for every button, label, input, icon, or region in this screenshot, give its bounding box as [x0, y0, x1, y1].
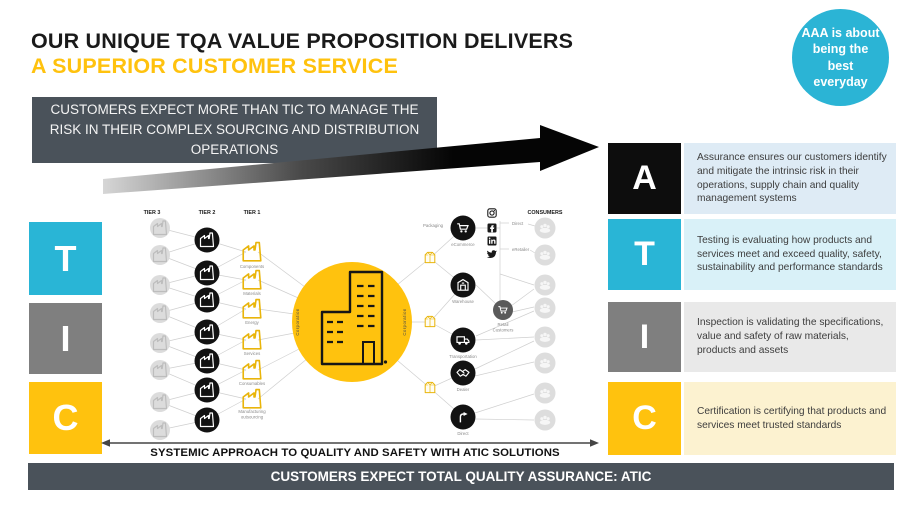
linkedin-icon: [487, 236, 497, 246]
letter-box-a: A: [608, 143, 681, 214]
tier3-header: TIER 3: [144, 210, 161, 216]
letter-box-c: C: [608, 382, 681, 455]
packaging-label: Packaging: [423, 223, 444, 228]
tier1-label: Consumables: [239, 381, 265, 386]
eretailer-label: eRetailer: [512, 247, 530, 252]
channel-warehouse: Warehouse: [450, 272, 476, 304]
consumer-nodes: [534, 217, 556, 431]
letter-box-i: I: [608, 302, 681, 372]
left-letter-c: C: [29, 382, 102, 454]
twitter-icon: [486, 250, 497, 258]
left-letter-t: T: [29, 222, 102, 295]
left-letter-i: I: [29, 303, 102, 374]
corporation-label-right: Corporation: [402, 308, 407, 335]
double-arrow-icon: [101, 439, 599, 447]
panel-text: Testing is evaluating how products and s…: [697, 234, 883, 274]
letter-label: T: [54, 237, 77, 279]
corporation-label-left: Corporation: [295, 308, 300, 335]
page-subtitle: A SUPERIOR CUSTOMER SERVICE: [31, 54, 398, 78]
tier2-header: TIER 2: [199, 210, 216, 216]
aaa-badge: AAA is about being the best everyday: [792, 9, 889, 106]
channel-label: Transportation: [449, 354, 477, 359]
panel-text: Inspection is validating the specificati…: [697, 317, 884, 356]
package-icon: [424, 381, 436, 394]
package-icon: [424, 251, 436, 264]
letter-label: I: [60, 317, 71, 359]
top-banner: CUSTOMERS EXPECT MORE THAN TIC TO MANAGE…: [32, 97, 437, 163]
bottom-banner: CUSTOMERS EXPECT TOTAL QUALITY ASSURANCE…: [28, 463, 894, 490]
tier1-nodes: Components Materials Energy Services Con…: [238, 241, 266, 420]
aaa-badge-text: AAA is about being the best everyday: [801, 25, 880, 90]
letter-box-t: T: [608, 219, 681, 290]
channel-transportation: Transportation: [449, 327, 477, 359]
certification-description: Certification is certifying that product…: [684, 382, 896, 455]
testing-description: Testing is evaluating how products and s…: [684, 219, 896, 290]
supply-chain-diagram: TIER 3 TIER 2 TIER 1 CONSUMERS: [144, 208, 563, 440]
tier1-label: Manufacturing outsourcing: [238, 409, 266, 420]
tier1-label: Components: [240, 264, 264, 269]
tier1-header: TIER 1: [244, 210, 261, 216]
panel-text: Certification is certifying that product…: [697, 405, 887, 431]
channel-label: eCommerce: [451, 242, 475, 247]
channel-label: Dealer: [457, 387, 470, 392]
tier2-nodes: [194, 227, 220, 433]
channel-direct: Direct: [450, 404, 476, 436]
tier3-nodes: [150, 218, 170, 440]
channel-label: Direct: [457, 431, 469, 436]
social-icons: [486, 208, 497, 258]
top-banner-text: CUSTOMERS EXPECT MORE THAN TIC TO MANAGE…: [49, 102, 420, 157]
building-icon: [320, 270, 388, 366]
consumers-header: CONSUMERS: [527, 210, 562, 216]
assurance-description: Assurance ensures our customers identify…: [684, 143, 896, 214]
tier1-label: Materials: [243, 291, 260, 296]
retail-customers-node: Retail Customers: [493, 300, 514, 333]
corporation-node: Corporation Corporation: [292, 262, 412, 382]
bottom-banner-text: CUSTOMERS EXPECT TOTAL QUALITY ASSURANCE…: [270, 469, 652, 484]
systemic-approach-label: SYSTEMIC APPROACH TO QUALITY AND SAFETY …: [150, 447, 560, 459]
page-title: OUR UNIQUE TQA VALUE PROPOSITION DELIVER…: [31, 29, 574, 53]
channel-dealer: Dealer: [450, 360, 476, 392]
facebook-icon: [487, 223, 497, 233]
tier1-label: Energy: [245, 320, 259, 325]
online-direct-label: Direct: [512, 221, 524, 226]
panel-text: Assurance ensures our customers identify…: [697, 151, 887, 205]
package-icon: [424, 315, 436, 328]
retail-customers-label: Retail Customers: [493, 322, 514, 333]
tier1-label: Services: [244, 351, 260, 356]
channel-nodes: eCommerce Warehouse Transportation Deale…: [449, 215, 477, 436]
channel-label: Warehouse: [452, 299, 474, 304]
arrow-right-icon: [103, 125, 599, 194]
inspection-description: Inspection is validating the specificati…: [684, 302, 896, 372]
instagram-icon: [487, 208, 497, 218]
letter-label: C: [52, 397, 79, 438]
channel-ecommerce: eCommerce: [450, 215, 476, 247]
